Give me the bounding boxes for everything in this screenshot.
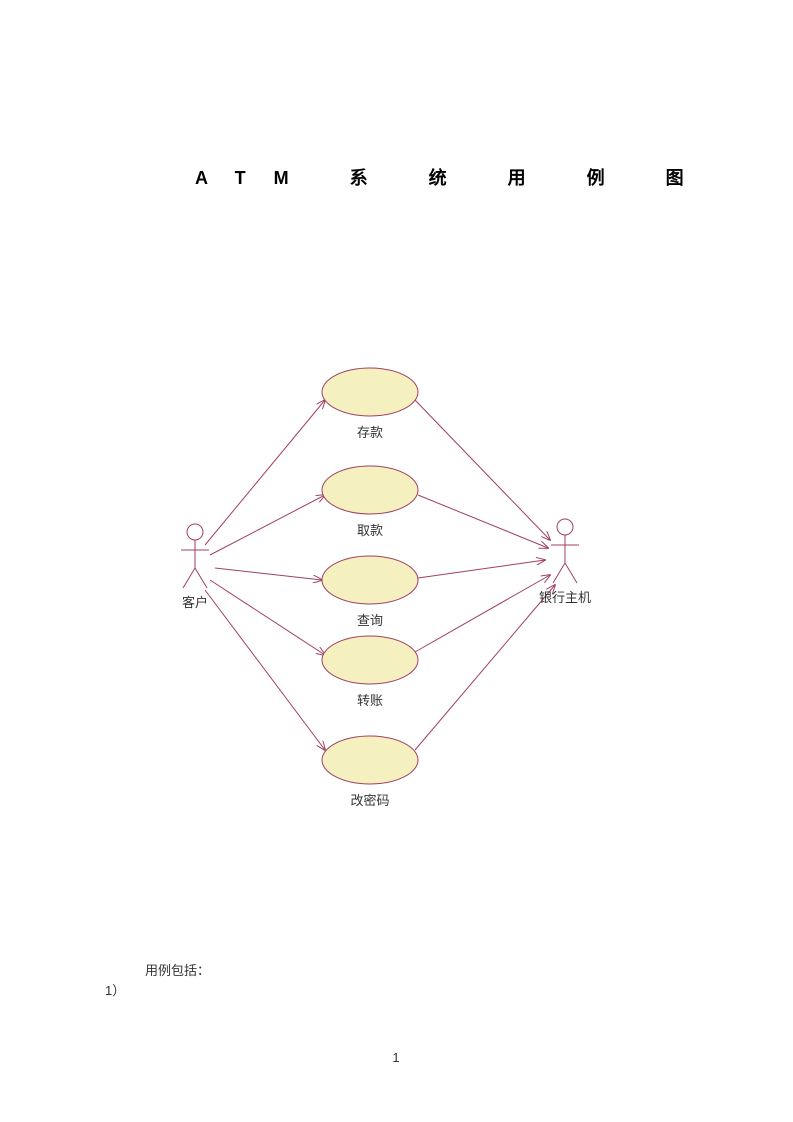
usecase-changepw xyxy=(322,736,418,784)
edge-transfer-bankhost xyxy=(415,575,550,652)
footer-line-2: 1） xyxy=(105,980,125,999)
usecase-label-transfer: 转账 xyxy=(357,690,383,709)
edge-customer-changepw xyxy=(205,590,325,750)
usecase-label-query: 查询 xyxy=(357,610,383,629)
usecase-diagram xyxy=(0,0,793,1122)
edge-withdraw-bankhost xyxy=(418,495,548,548)
edge-customer-transfer xyxy=(210,580,325,655)
usecase-query xyxy=(322,556,418,604)
edge-customer-withdraw xyxy=(210,495,325,555)
usecase-transfer xyxy=(322,636,418,684)
actor-label-customer: 客户 xyxy=(182,592,208,611)
usecase-withdraw xyxy=(322,466,418,514)
edge-customer-query xyxy=(215,568,322,580)
usecase-label-deposit: 存款 xyxy=(357,422,383,441)
edge-deposit-bankhost xyxy=(415,400,550,540)
page-number: 1 xyxy=(392,1050,399,1065)
edge-query-bankhost xyxy=(418,560,545,578)
edge-customer-deposit xyxy=(205,400,325,545)
usecase-label-changepw: 改密码 xyxy=(350,790,389,809)
edge-changepw-bankhost xyxy=(415,585,555,750)
usecase-deposit xyxy=(322,368,418,416)
usecase-label-withdraw: 取款 xyxy=(357,520,383,539)
actor-label-bankhost: 银行主机 xyxy=(539,587,591,606)
footer-line-1: 用例包括： xyxy=(145,960,210,979)
actor-bankhost xyxy=(551,519,579,583)
actor-customer xyxy=(181,524,209,588)
